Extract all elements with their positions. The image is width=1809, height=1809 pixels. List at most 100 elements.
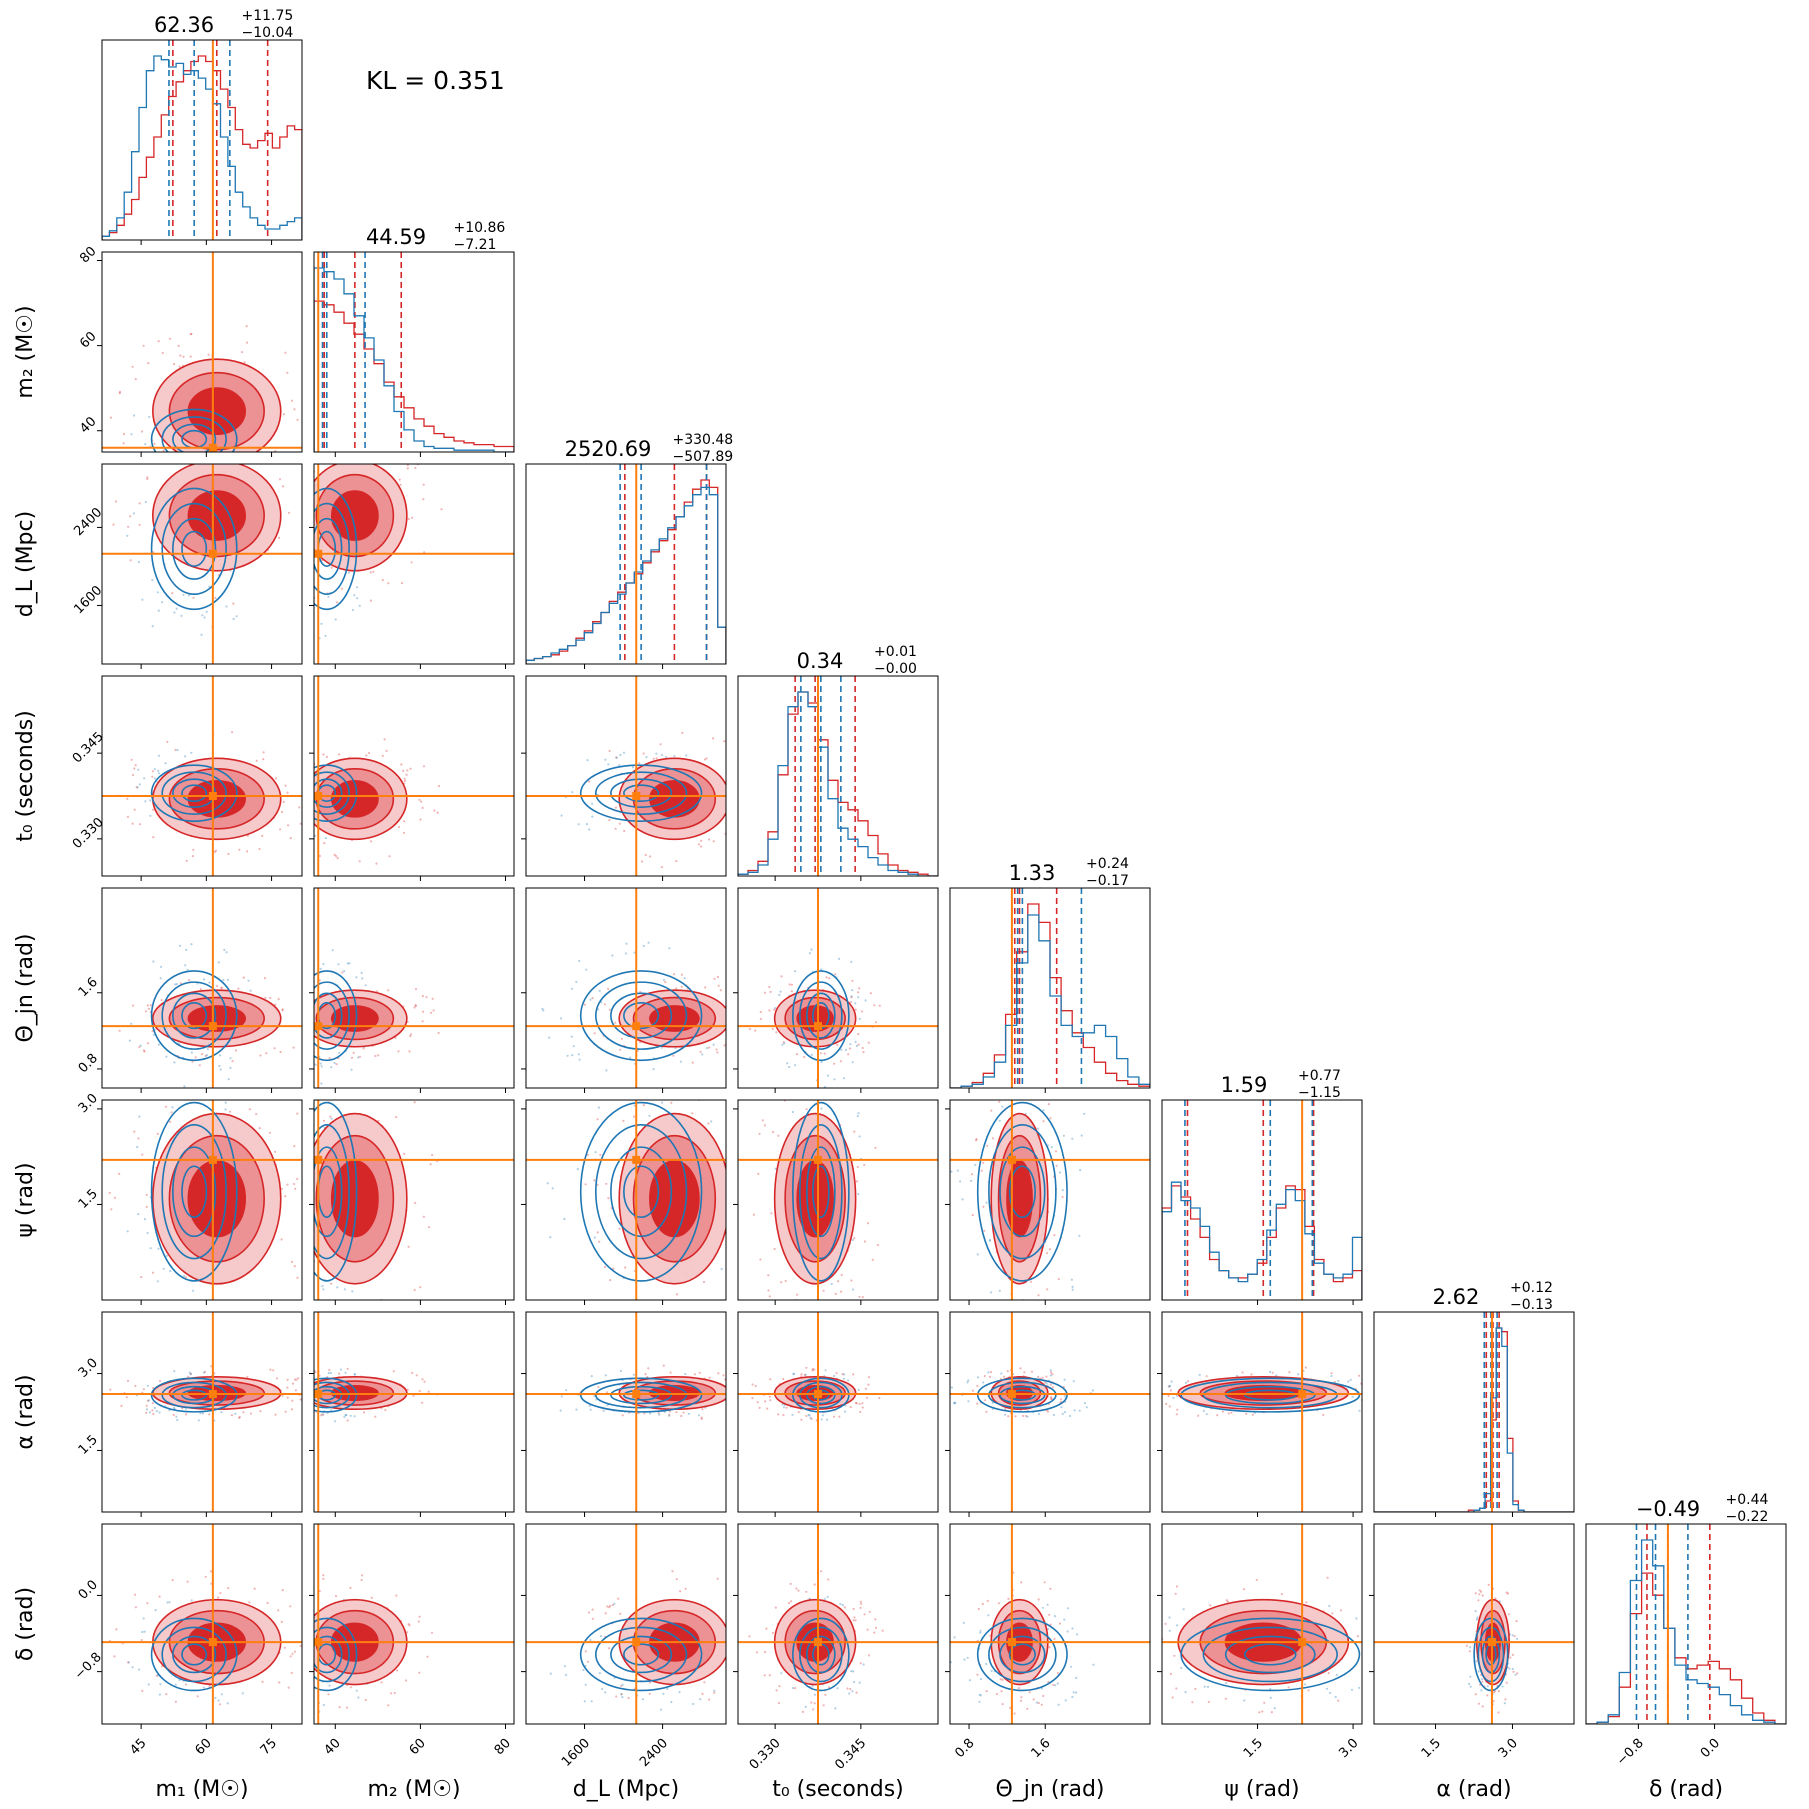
sample-point-b: [154, 1609, 157, 1612]
sample-point-a: [282, 557, 284, 559]
sample-point-a: [732, 1260, 734, 1262]
sample-point-a: [190, 332, 193, 336]
sample-point-a: [835, 1372, 838, 1375]
sample-point-a: [294, 841, 296, 843]
sample-point-a: [703, 1681, 706, 1684]
sample-point-b: [303, 1413, 305, 1415]
sample-point-b: [157, 754, 161, 757]
truth-marker: [814, 1155, 822, 1164]
sample-point-a: [977, 1607, 980, 1611]
sample-point-b: [169, 1269, 172, 1273]
sample-point-a: [1326, 1576, 1329, 1579]
sample-point-a: [146, 477, 149, 481]
sample-point-a: [871, 1258, 874, 1261]
contour-level-b-2: [172, 1635, 217, 1674]
sample-point-a: [629, 1303, 631, 1305]
sample-point-a: [421, 1401, 424, 1404]
sample-point-a: [283, 1181, 285, 1183]
sample-point-a: [199, 1080, 201, 1082]
sample-point-b: [1072, 1380, 1075, 1383]
sample-point-b: [353, 1415, 356, 1418]
sample-point-a: [661, 1324, 663, 1326]
sample-point-b: [289, 1005, 291, 1007]
contour-panel-psi-vs-dL: [521, 1081, 764, 1334]
sample-point-b: [581, 1096, 583, 1098]
sample-point-b: [303, 806, 305, 808]
sample-point-b: [954, 1401, 957, 1405]
sample-point-a: [999, 1678, 1002, 1681]
sample-point-a: [115, 1628, 118, 1631]
sample-point-a: [340, 587, 344, 590]
sample-point-a: [1128, 1385, 1130, 1387]
sample-point-a: [672, 1054, 675, 1057]
sample-point-a: [878, 1396, 881, 1400]
sample-point-a: [733, 1031, 735, 1033]
sample-point-a: [675, 1578, 678, 1581]
contour-level-b-2: [999, 1146, 1046, 1238]
sample-point-b: [810, 948, 813, 951]
sample-point-b: [137, 1213, 140, 1216]
sample-point-a: [976, 1673, 979, 1676]
sample-point-a: [421, 1020, 424, 1023]
sample-point-a: [605, 1391, 609, 1394]
sample-point-a: [261, 1680, 264, 1683]
sample-point-b: [842, 1377, 846, 1380]
sample-point-b: [153, 777, 157, 780]
sample-point-a: [840, 1290, 843, 1293]
sample-point-b: [339, 1368, 342, 1371]
sample-point-a: [428, 1226, 431, 1229]
sample-point-b: [847, 1379, 850, 1382]
x-tick-label: 0.8: [952, 1736, 977, 1761]
sample-point-b: [1182, 1608, 1185, 1611]
sample-point-b: [853, 1680, 856, 1684]
sample-point-a: [140, 430, 144, 433]
panel-content: [950, 1524, 1150, 1724]
sample-point-b: [616, 1332, 618, 1334]
sample-point-a: [790, 1600, 793, 1603]
sample-point-a: [1168, 1405, 1171, 1408]
sample-point-a: [192, 596, 195, 599]
sample-point-a: [134, 1593, 137, 1596]
sample-point-a: [238, 1091, 240, 1093]
sample-point-a: [1050, 1371, 1053, 1374]
sample-point-a: [857, 1032, 860, 1036]
sample-point-b: [153, 768, 156, 771]
truth-marker: [1007, 1155, 1016, 1164]
sample-point-b: [1469, 1685, 1472, 1688]
sample-point-b: [597, 1106, 601, 1109]
sample-point-a: [292, 1049, 294, 1051]
sample-point-b: [560, 814, 563, 817]
sample-point-b: [705, 1081, 707, 1083]
sample-point-a: [338, 1706, 341, 1709]
sample-point-a: [867, 1376, 871, 1379]
sample-point-a: [227, 852, 230, 856]
sample-point-a: [833, 1062, 836, 1065]
sample-point-a: [184, 458, 186, 460]
truth-marker: [632, 792, 641, 800]
sample-point-a: [657, 1411, 660, 1414]
sample-point-a: [179, 982, 182, 985]
sample-point-a: [795, 1053, 799, 1056]
sample-point-a: [417, 1620, 420, 1623]
sample-point-b: [131, 1666, 134, 1669]
title-value: 2.62: [1433, 1285, 1480, 1309]
sample-point-a: [130, 758, 133, 761]
sample-point-b: [1325, 1687, 1328, 1690]
sample-point-b: [792, 1372, 795, 1375]
sample-point-b: [596, 1008, 600, 1011]
sample-point-a: [762, 1219, 764, 1221]
sample-point-a: [778, 1685, 781, 1688]
panel-content: [526, 1081, 764, 1334]
sample-point-a: [734, 1377, 736, 1379]
sample-point-b: [196, 456, 198, 458]
sample-point-a: [172, 1413, 175, 1417]
sample-point-b: [625, 952, 628, 955]
sample-point-a: [118, 390, 122, 393]
sample-point-a: [145, 1193, 148, 1196]
sample-point-a: [812, 1708, 815, 1711]
sample-point-b: [606, 1404, 609, 1407]
y-tick-label: 1.5: [76, 1433, 101, 1458]
sample-point-a: [1404, 1398, 1406, 1400]
sample-point-a: [726, 1250, 728, 1252]
sample-point-a: [296, 1372, 298, 1374]
